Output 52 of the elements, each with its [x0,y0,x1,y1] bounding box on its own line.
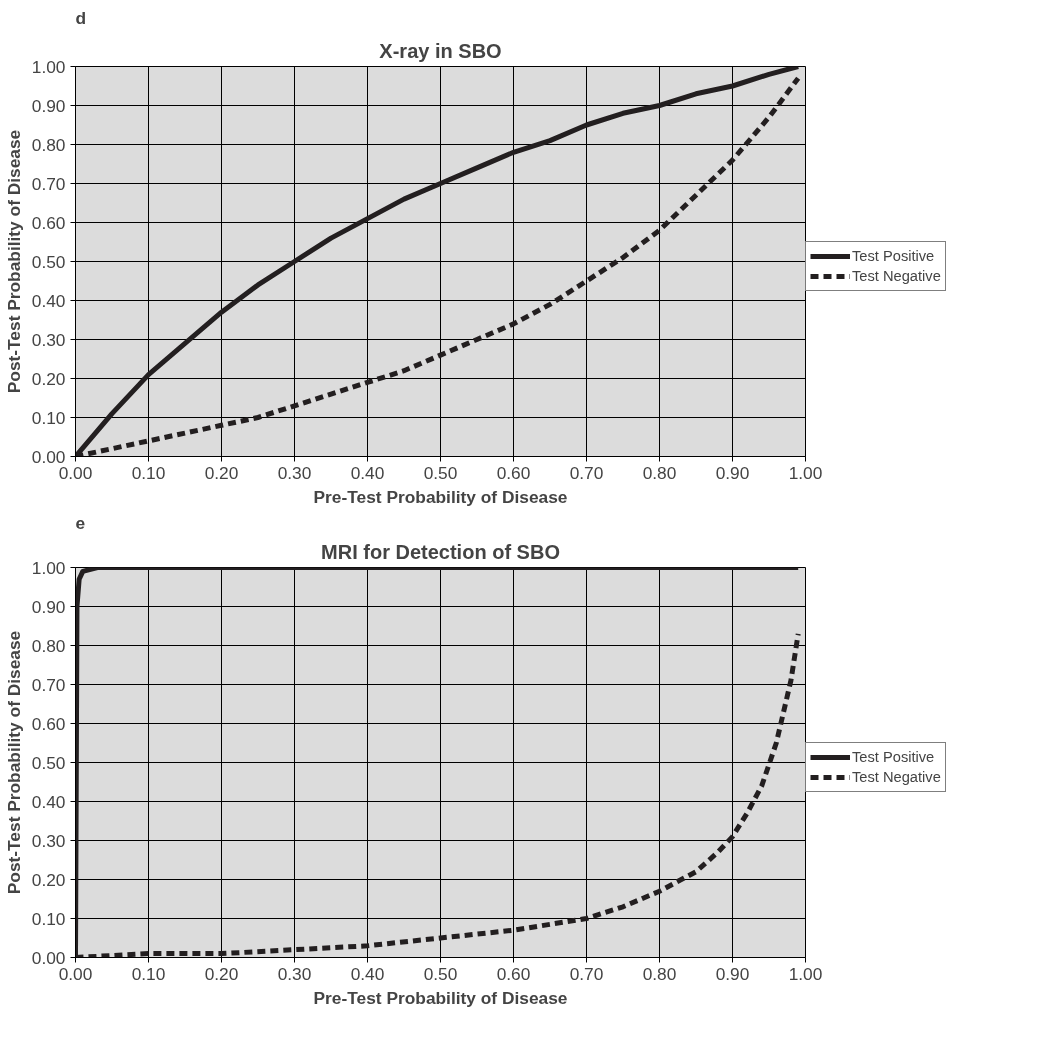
x-tick-label: 0.30 [277,963,312,984]
chart-title: X-ray in SBO [379,39,502,62]
x-tick-label: 0.80 [642,963,677,984]
y-tick-label: 0.50 [31,251,66,272]
text: e [75,512,86,533]
x-tick-label: 0.80 [642,462,677,483]
legend-label: Test Negative [852,769,941,785]
y-tick-label: 0.60 [31,212,66,233]
y-tick-label: 0.10 [31,407,66,428]
x-tick-label: 0.40 [350,462,385,483]
x-tick-label: 0.90 [715,963,750,984]
x-tick-label: 0.50 [423,963,458,984]
legend-label: Test Positive [852,248,935,264]
y-tick-label: 0.80 [31,134,66,155]
x-tick-label: 0.70 [569,462,604,483]
y-tick-label: 1.00 [31,56,66,77]
legend-label: Test Negative [852,268,941,284]
y-tick-label: 0.70 [31,173,66,194]
x-tick-label: 0.70 [569,963,604,984]
x-tick-label: 0.40 [350,963,385,984]
y-axis-title: Post-Test Probability of Disease [3,630,24,895]
y-tick-label: 0.90 [31,95,66,116]
x-axis-title: Pre-Test Probability of Disease [313,987,568,1008]
x-tick-label: 0.60 [496,963,531,984]
y-tick-label: 0.20 [31,869,66,890]
y-tick-label: 0.30 [31,830,66,851]
legend-label: Test Positive [852,749,935,765]
y-axis-title: Post-Test Probability of Disease [3,129,24,394]
x-axis-title: Pre-Test Probability of Disease [313,486,568,507]
y-tick-label: 0.90 [31,596,66,617]
y-tick-label: 0.50 [31,752,66,773]
chart-title: MRI for Detection of SBO [321,540,560,563]
y-tick-label: 0.60 [31,713,66,734]
x-tick-label: 0.10 [131,963,166,984]
y-tick-label: 0.30 [31,329,66,350]
y-tick-label: 0.10 [31,908,66,929]
x-tick-label: 0.10 [131,462,166,483]
y-tick-label: 0.70 [31,674,66,695]
y-tick-label: 0.80 [31,635,66,656]
x-tick-label: 1.00 [788,963,823,984]
y-tick-label: 0.20 [31,368,66,389]
text: d [75,7,87,28]
x-tick-label: 0.50 [423,462,458,483]
y-tick-label: 1.00 [31,557,66,578]
y-tick-label: 0.40 [31,791,66,812]
x-tick-label: 0.20 [204,963,239,984]
y-tick-label: 0.40 [31,290,66,311]
x-tick-label: 0.20 [204,462,239,483]
x-tick-label: 0.30 [277,462,312,483]
x-tick-label: 0.90 [715,462,750,483]
x-tick-label: 1.00 [788,462,823,483]
x-tick-label: 0.60 [496,462,531,483]
